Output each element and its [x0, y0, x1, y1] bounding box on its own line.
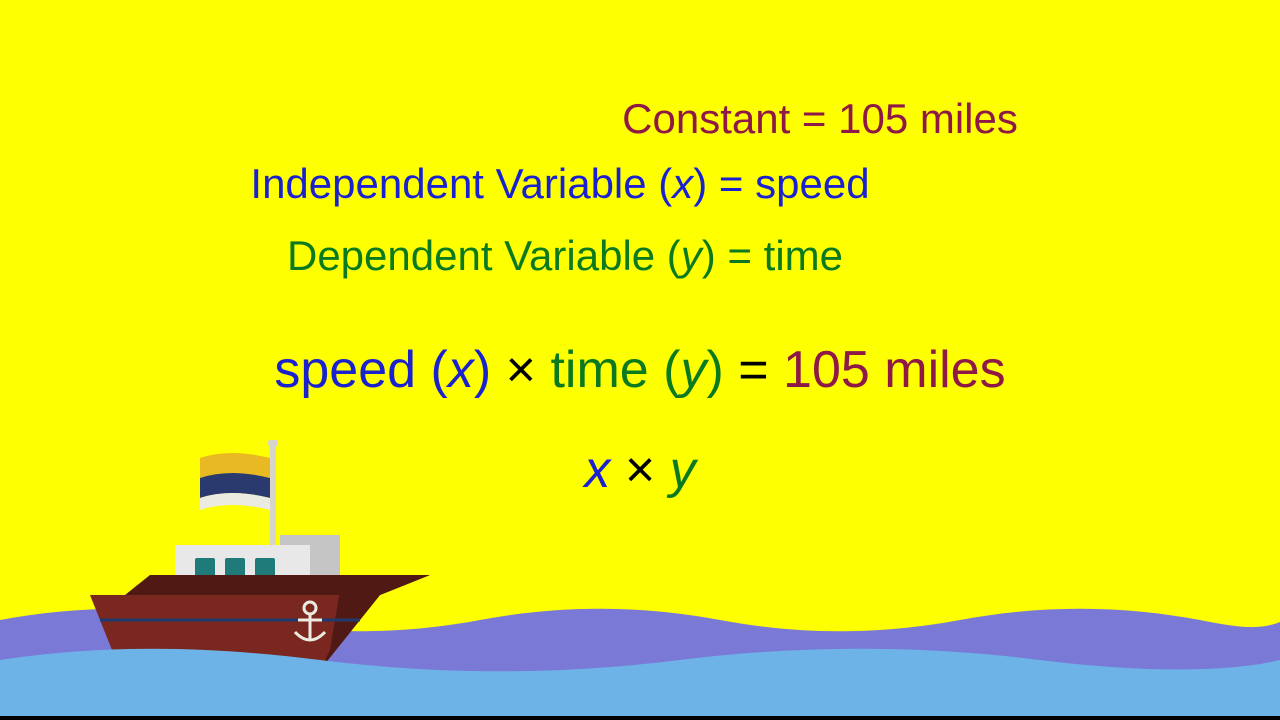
constant-definition: Constant = 105 miles [180, 95, 1280, 143]
wave-front [0, 645, 1280, 720]
dependent-variable-definition: Dependent Variable (y) = time [0, 232, 1205, 280]
xy-expression: x × y [0, 440, 1280, 500]
independent-variable-definition: Independent Variable (x) = speed [0, 160, 1200, 208]
equation-line: speed (x) × time (y) = 105 miles [0, 340, 1280, 400]
